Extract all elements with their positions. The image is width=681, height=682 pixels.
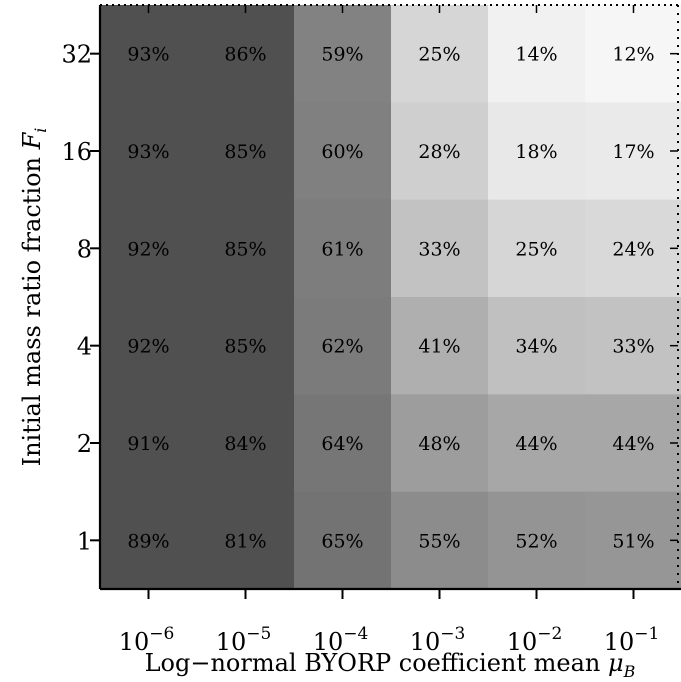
- cell-value-label: 59%: [321, 44, 363, 66]
- cell-value-label: 48%: [418, 433, 460, 455]
- cell-value-label: 14%: [515, 44, 557, 66]
- y-axis-title: Initial mass ratio fraction Fi: [18, 128, 50, 467]
- x-axis-ticks: [147, 5, 635, 599]
- heatmap-cell: [391, 297, 489, 395]
- cell-value-label: 12%: [612, 44, 654, 66]
- heatmap-cell: [585, 394, 681, 493]
- cell-value-label: 25%: [515, 238, 557, 260]
- cell-value-label: 17%: [612, 141, 654, 163]
- heatmap-cell-labels: 93% 86% 59% 25% 14% 12% 93% 85% 60% 28% 18% 17% 92% 8…: [127, 44, 654, 553]
- heatmap-cell: [391, 491, 489, 590]
- cell-value-label: 61%: [321, 238, 363, 260]
- heatmap-cell: [488, 5, 586, 103]
- heatmap-cell: [294, 297, 392, 395]
- heatmap-cell: [585, 297, 681, 395]
- y-tick-label: 16: [61, 138, 92, 166]
- heatmap-cells: [100, 5, 681, 590]
- cell-value-label: 25%: [418, 44, 460, 66]
- cell-value-label: 34%: [515, 336, 557, 358]
- heatmap-cell: [294, 394, 392, 493]
- cell-value-label: 85%: [224, 141, 266, 163]
- cell-value-label: 44%: [515, 433, 557, 455]
- heatmap-cell: [488, 491, 586, 590]
- y-axis-tick-labels: 32 16 8 4 2 1: [61, 41, 92, 556]
- heatmap-cell: [197, 297, 295, 395]
- heatmap-cell: [585, 491, 681, 590]
- cell-value-label: 33%: [612, 336, 654, 358]
- heatmap-cell: [197, 394, 295, 493]
- heatmap-cell: [100, 199, 198, 298]
- cell-value-label: 51%: [612, 530, 654, 552]
- heatmap-cell: [197, 5, 295, 103]
- y-axis-ticks: [90, 52, 678, 542]
- cell-value-label: 92%: [127, 238, 169, 260]
- x-axis-title: Log−normal BYORP coefficient mean μB: [145, 649, 636, 681]
- heatmap-cell: [197, 491, 295, 590]
- cell-value-label: 85%: [224, 238, 266, 260]
- heatmap-cell: [391, 5, 489, 103]
- cell-value-label: 52%: [515, 530, 557, 552]
- heatmap-cell: [391, 102, 489, 201]
- cell-value-label: 33%: [418, 238, 460, 260]
- y-tick-label: 32: [61, 41, 92, 69]
- cell-value-label: 60%: [321, 141, 363, 163]
- cell-value-label: 91%: [127, 433, 169, 455]
- plot-frame: [98, 4, 681, 591]
- cell-value-label: 93%: [127, 141, 169, 163]
- heatmap-cell: [197, 199, 295, 298]
- cell-value-label: 28%: [418, 141, 460, 163]
- x-tick-label: 10−3: [410, 624, 466, 656]
- y-tick-label: 4: [77, 333, 92, 361]
- heatmap-cell: [488, 199, 586, 298]
- heatmap-cell: [294, 5, 392, 103]
- y-tick-label: 8: [77, 235, 92, 263]
- heatmap-cell: [585, 5, 681, 103]
- cell-value-label: 18%: [515, 141, 557, 163]
- heatmap-cell: [488, 102, 586, 201]
- heatmap-cell: [391, 199, 489, 298]
- cell-value-label: 84%: [224, 433, 266, 455]
- cell-value-label: 41%: [418, 336, 460, 358]
- cell-value-label: 55%: [418, 530, 460, 552]
- heatmap-cell: [100, 5, 198, 103]
- heatmap-cell: [391, 394, 489, 493]
- heatmap-cell: [197, 102, 295, 201]
- cell-value-label: 81%: [224, 530, 266, 552]
- y-tick-label: 1: [77, 527, 92, 555]
- heatmap-cell: [488, 297, 586, 395]
- heatmap-cell: [585, 102, 681, 201]
- cell-value-label: 86%: [224, 44, 266, 66]
- heatmap-cell: [294, 491, 392, 590]
- heatmap-cell: [488, 394, 586, 493]
- cell-value-label: 92%: [127, 336, 169, 358]
- heatmap-cell: [100, 297, 198, 395]
- x-tick-label: 10−2: [507, 624, 563, 656]
- heatmap-cell: [585, 199, 681, 298]
- cell-value-label: 65%: [321, 530, 363, 552]
- y-tick-label: 2: [77, 430, 92, 458]
- heatmap-cell: [100, 102, 198, 201]
- heatmap-cell: [100, 394, 198, 493]
- cell-value-label: 85%: [224, 336, 266, 358]
- cell-value-label: 64%: [321, 433, 363, 455]
- heatmap-cell: [100, 491, 198, 590]
- heatmap-cell: [294, 102, 392, 201]
- cell-value-label: 62%: [321, 336, 363, 358]
- cell-value-label: 24%: [612, 238, 654, 260]
- heatmap-cell: [294, 199, 392, 298]
- cell-value-label: 93%: [127, 44, 169, 66]
- cell-value-label: 44%: [612, 433, 654, 455]
- cell-value-label: 89%: [127, 530, 169, 552]
